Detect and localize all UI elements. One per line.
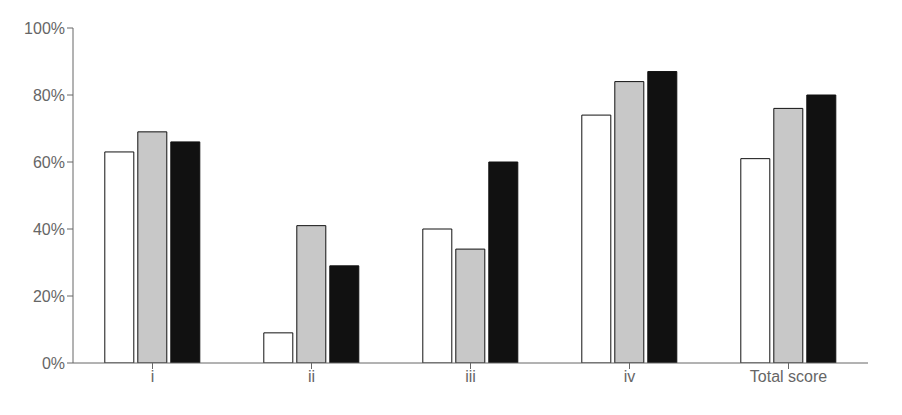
- svg-text:40%: 40%: [33, 221, 65, 238]
- svg-text:20%: 20%: [33, 288, 65, 305]
- svg-text:100%: 100%: [24, 20, 65, 37]
- svg-text:0%: 0%: [42, 355, 65, 372]
- svg-text:60%: 60%: [33, 154, 65, 171]
- svg-text:ii: ii: [308, 368, 315, 385]
- svg-text:iv: iv: [624, 368, 636, 385]
- svg-text:Total score: Total score: [750, 368, 827, 385]
- svg-text:i: i: [151, 368, 155, 385]
- svg-text:80%: 80%: [33, 87, 65, 104]
- svg-text:iii: iii: [465, 368, 476, 385]
